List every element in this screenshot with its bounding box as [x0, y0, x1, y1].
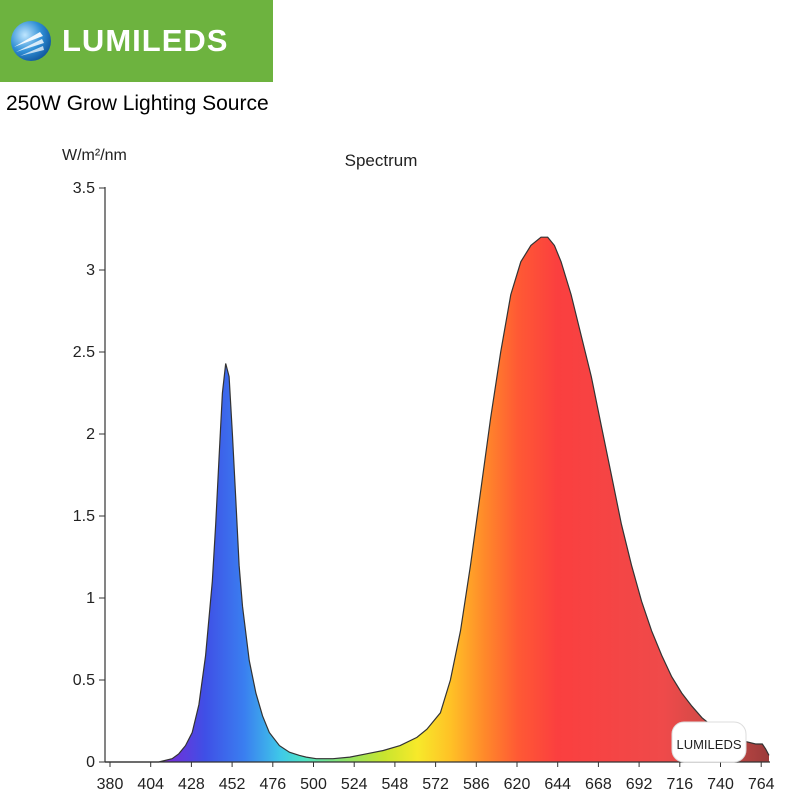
- x-tick-label: 476: [259, 776, 286, 793]
- x-tick-label: 764: [748, 776, 775, 793]
- spectrum-line: [105, 236, 770, 763]
- y-tick-label: 1.5: [73, 508, 95, 525]
- y-tick-label: 2: [86, 426, 95, 443]
- y-ticks: 0 0.5 1 1.5 2 2.5 3 3.5: [73, 180, 105, 771]
- lumileds-logo-icon: [11, 21, 51, 61]
- x-tick-label: 620: [504, 776, 531, 793]
- y-tick-label: 2.5: [73, 344, 95, 361]
- x-tick-label: 452: [219, 776, 246, 793]
- spectrum-area: [105, 237, 769, 762]
- y-tick-label: 1: [86, 590, 95, 607]
- brand-banner: LUMILEDS: [0, 0, 273, 82]
- watermark-badge: LUMILEDS: [671, 721, 747, 763]
- y-tick-label: 0.5: [73, 672, 95, 689]
- y-tick-label: 0: [86, 754, 95, 771]
- x-tick-label: 548: [382, 776, 409, 793]
- watermark-text: LUMILEDS: [676, 737, 741, 752]
- x-tick-label: 586: [463, 776, 490, 793]
- x-tick-label: 644: [544, 776, 571, 793]
- brand-name: LUMILEDS: [62, 23, 229, 58]
- x-tick-label: 692: [626, 776, 653, 793]
- x-tick-label: 404: [137, 776, 164, 793]
- x-tick-label: 380: [97, 776, 124, 793]
- x-tick-label: 716: [666, 776, 693, 793]
- x-tick-label: 668: [585, 776, 612, 793]
- page-title: 250W Grow Lighting Source: [6, 92, 269, 115]
- chart-title: Spectrum: [345, 151, 418, 170]
- y-tick-label: 3.5: [73, 180, 95, 197]
- x-tick-label: 740: [707, 776, 734, 793]
- x-tick-label: 500: [300, 776, 327, 793]
- x-tick-label: 572: [422, 776, 449, 793]
- y-tick-label: 3: [86, 262, 95, 279]
- x-tick-label: 428: [178, 776, 205, 793]
- x-ticks: 380 404 428 452 476 500 524 548 572 586 620 644 668 6…: [97, 762, 775, 793]
- y-axis-label: W/m²/nm: [62, 147, 127, 164]
- x-tick-label: 524: [341, 776, 368, 793]
